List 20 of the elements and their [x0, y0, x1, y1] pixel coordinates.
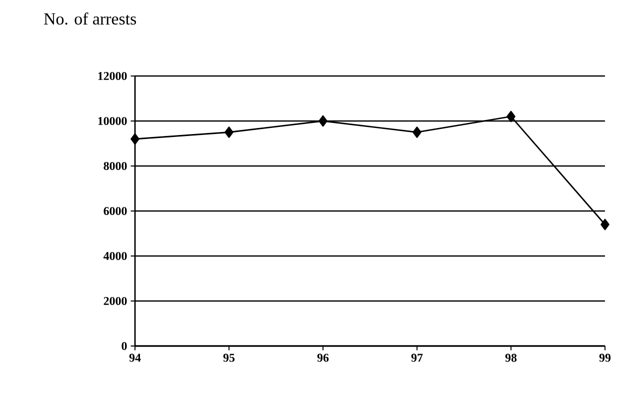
point: [412, 126, 422, 138]
x-tick-label: 98: [505, 354, 517, 362]
point: [130, 133, 140, 145]
point: [318, 115, 328, 127]
x-tick-label: 95: [223, 354, 235, 362]
y-tick-label: 0: [122, 342, 127, 350]
y-tick-label: 8000: [104, 162, 127, 170]
x-tick-label: 94: [129, 354, 141, 362]
x-tick-label: 96: [317, 354, 329, 362]
point: [506, 110, 516, 122]
y-tick-label: 10000: [98, 116, 127, 126]
y-tick-label: 4000: [103, 252, 127, 260]
point: [224, 126, 234, 138]
y-tick-label: 12000: [98, 72, 127, 80]
x-tick-label: 99: [599, 354, 611, 362]
chart-title: No. of arrests: [44, 12, 136, 25]
point: [600, 218, 610, 230]
y-tick-label: 6000: [104, 206, 127, 216]
x-tick-label: 97: [411, 354, 423, 362]
y-tick-label: 2000: [104, 296, 127, 306]
